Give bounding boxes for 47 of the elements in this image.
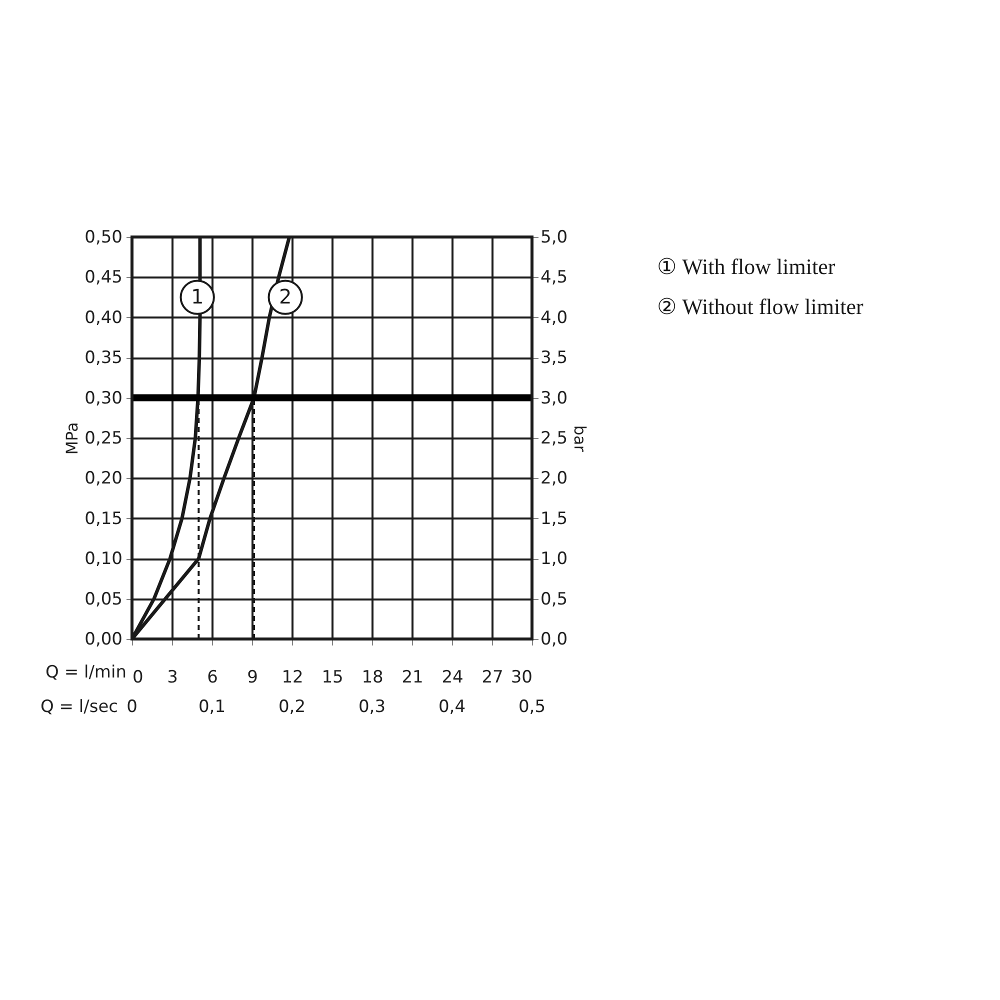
- x-tick-label: 0: [132, 668, 144, 688]
- x-tick-label: 9: [247, 668, 258, 688]
- x-tick-label: 15: [322, 668, 344, 688]
- y-tick-label: 0,50: [84, 228, 122, 248]
- annotation: 2: [278, 284, 292, 308]
- x2-tick-label: 0,5: [518, 697, 546, 717]
- x-tick-label: 12: [282, 668, 304, 688]
- y2-axis-title: bar: [570, 425, 590, 452]
- y2-tick-label: 5,0: [540, 228, 568, 248]
- y2-tick-label: 4,0: [540, 308, 568, 328]
- x2-axis-title: Q = l/sec: [40, 697, 118, 717]
- y2-tick-label: 1,5: [540, 508, 568, 529]
- x2-tick-label: 0,4: [438, 697, 466, 717]
- x2-tick-label: 0,1: [198, 697, 226, 717]
- x-tick-label: 18: [362, 668, 384, 688]
- y2-tick-label: 1,0: [540, 549, 568, 570]
- y2-tick-label: 4,5: [540, 268, 568, 288]
- y-tick-label: 0,45: [84, 268, 122, 288]
- y-tick-label: 0,40: [84, 308, 122, 328]
- x-tick-label: 27: [482, 668, 504, 688]
- x2-tick-label: 0,2: [278, 697, 306, 717]
- x2-tick-label: 0: [126, 697, 138, 717]
- y-tick-label: 0,20: [84, 468, 122, 489]
- y2-tick-label: 0,5: [540, 589, 568, 610]
- y2-tick-label: 2,0: [540, 468, 568, 489]
- y-tick-label: 0,10: [84, 549, 122, 570]
- text: ② Without flow limiter: [657, 294, 864, 319]
- y2-tick-label: 0,0: [540, 630, 568, 650]
- y-tick-label: 0,30: [84, 388, 122, 408]
- x-tick-label: 3: [167, 668, 178, 688]
- x-tick-label: 21: [402, 668, 424, 688]
- x-axis-title: Q = l/min: [46, 662, 126, 682]
- x-tick-label: 30: [510, 668, 532, 688]
- x2-tick-label: 0,3: [358, 697, 386, 717]
- y-axis-title: MPa: [62, 422, 82, 455]
- y2-tick-label: 3,0: [540, 388, 568, 408]
- y-tick-label: 0,00: [84, 630, 122, 650]
- x-tick-label: 24: [442, 668, 464, 688]
- y-tick-label: 0,35: [84, 348, 122, 368]
- y2-tick-label: 2,5: [540, 428, 568, 448]
- y2-tick-label: 3,5: [540, 348, 568, 368]
- y-tick-label: 0,25: [84, 428, 122, 448]
- y-tick-label: 0,15: [84, 508, 122, 529]
- text: ① With flow limiter: [657, 254, 836, 279]
- x-tick-label: 6: [207, 668, 218, 688]
- annotation: 1: [190, 284, 204, 308]
- y-tick-label: 0,05: [84, 589, 122, 610]
